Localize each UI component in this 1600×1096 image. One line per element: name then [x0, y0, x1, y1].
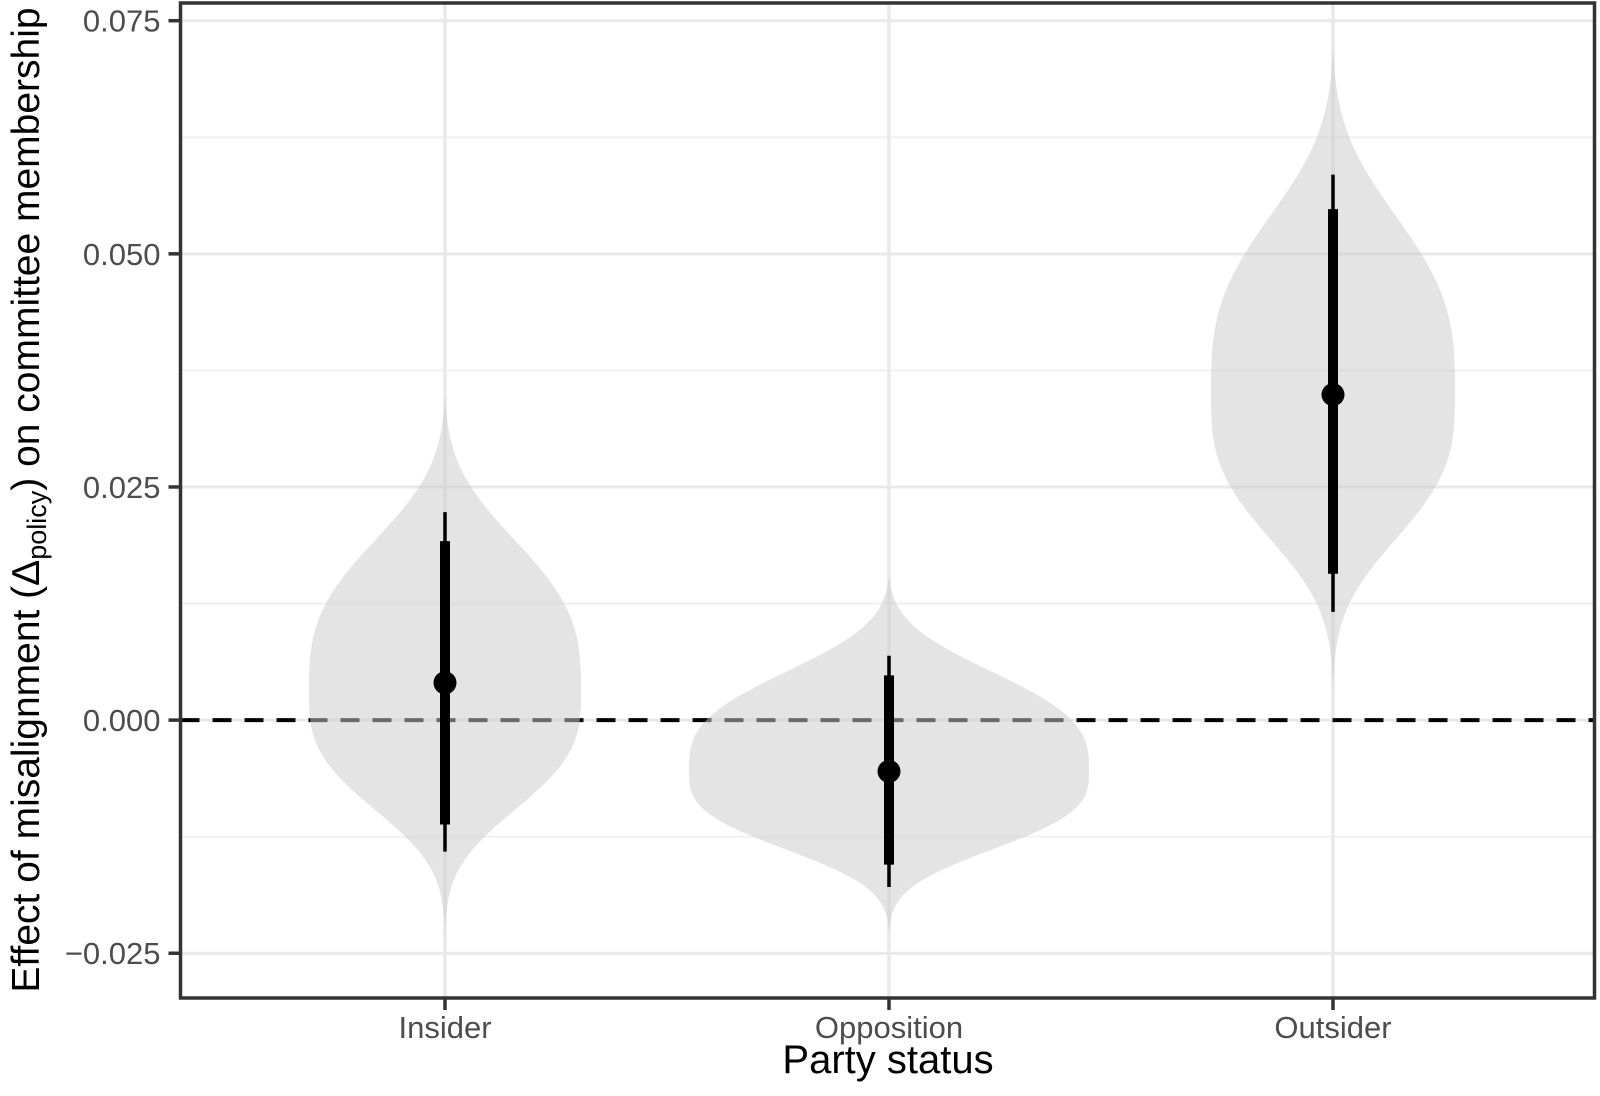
- median-point-opposition: [877, 759, 901, 783]
- y-axis-title: Effect of misalignment (Δpolicy) on comm…: [3, 0, 52, 1048]
- x-tick-label-outsider: Outsider: [1274, 1010, 1391, 1045]
- y-tick-label: 0.000: [83, 703, 161, 738]
- y-axis-title-suffix: ) on committee membership: [5, 7, 48, 491]
- median-point-insider: [433, 671, 457, 695]
- y-tick-label: 0.025: [83, 470, 161, 505]
- x-tick-label-insider: Insider: [398, 1010, 491, 1045]
- y-axis-title-prefix: Effect of misalignment (Δ: [5, 559, 48, 993]
- y-tick-label: 0.050: [83, 237, 161, 272]
- x-axis-title: Party status: [782, 1038, 994, 1082]
- y-tick-label: −0.025: [65, 936, 161, 971]
- y-axis-title-subscript: policy: [22, 490, 52, 560]
- median-point-outsider: [1321, 383, 1345, 407]
- x-tick-label-opposition: Opposition: [815, 1010, 963, 1045]
- y-tick-label: 0.075: [83, 4, 161, 39]
